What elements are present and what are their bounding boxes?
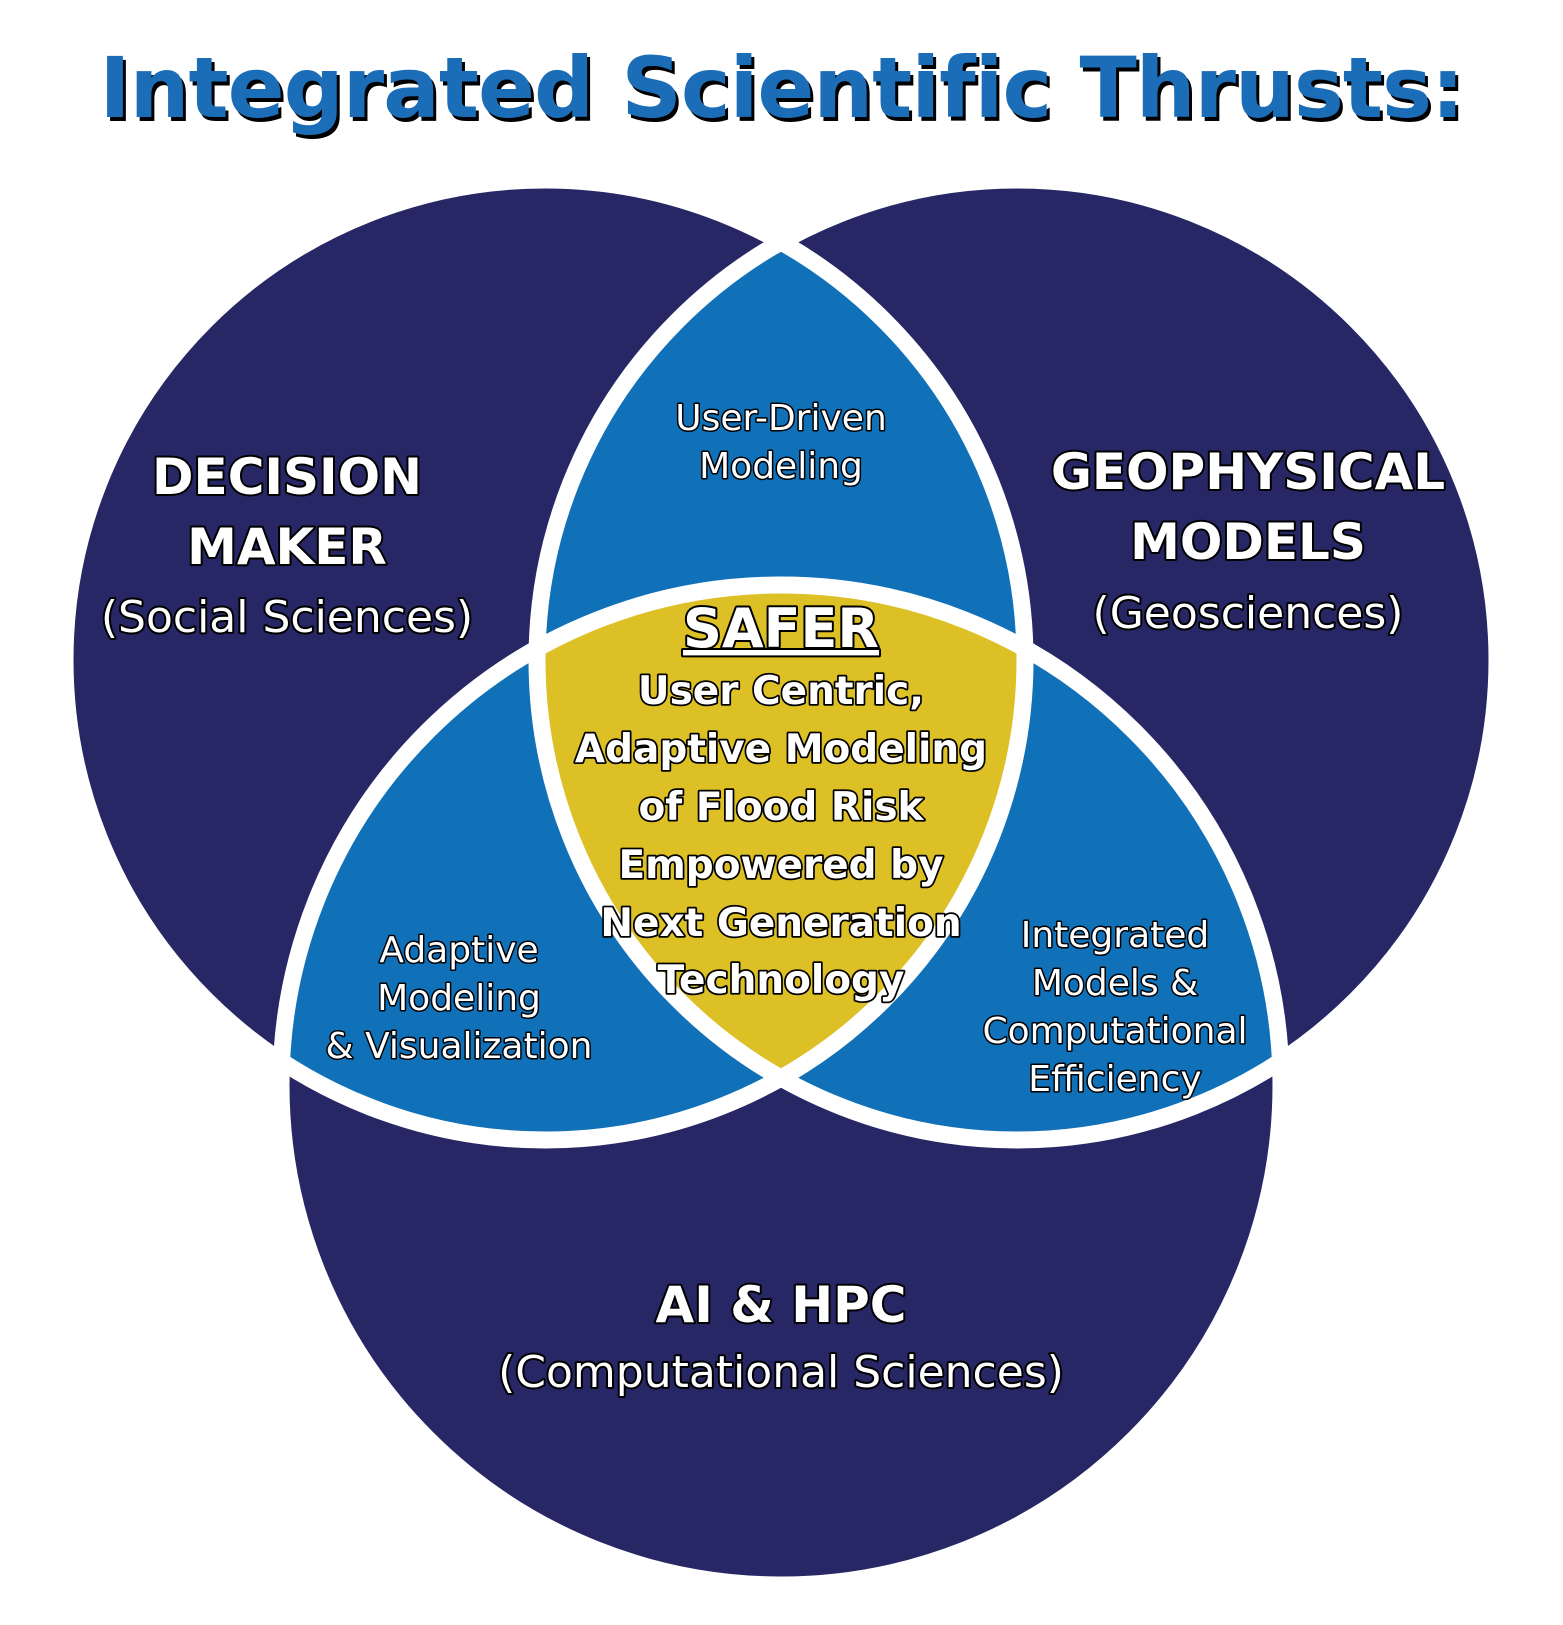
label-center-line1: User Centric,	[638, 669, 924, 714]
outline-ai-hpc	[272, 576, 1290, 1594]
outline-decision-maker	[56, 171, 1034, 1149]
label-integrated-line4: Efficiency	[1028, 1059, 1201, 1100]
label-geophysical-line2: MODELS	[1130, 513, 1366, 571]
label-geophysical-line1: GEOPHYSICAL	[1051, 443, 1445, 501]
diagram-title: Integrated Scientific Thrusts:	[99, 39, 1464, 137]
label-adaptive-line1: Adaptive	[379, 930, 538, 971]
label-center-line3: of Flood Risk	[639, 785, 925, 830]
label-decision-maker-line2: MAKER	[187, 518, 387, 576]
label-integrated-line3: Computational	[982, 1011, 1247, 1052]
label-center-line5: Next Generation	[600, 901, 961, 946]
label-adaptive-line3: & Visualization	[326, 1026, 593, 1067]
label-user-driven-line2: Modeling	[699, 446, 863, 487]
label-center-line6: Technology	[658, 958, 905, 1003]
label-geophysical-discipline: (Geosciences)	[1093, 588, 1404, 639]
label-center-line4: Empowered by	[619, 843, 944, 888]
label-decision-maker-discipline: (Social Sciences)	[101, 592, 473, 643]
label-integrated-line1: Integrated	[1021, 915, 1210, 956]
label-center-line2: Adaptive Modeling	[575, 727, 987, 772]
label-user-driven-line1: User-Driven	[675, 398, 887, 439]
label-ai-hpc-discipline: (Computational Sciences)	[498, 1347, 1064, 1398]
label-safer-heading: SAFER	[683, 597, 879, 660]
label-adaptive-line2: Modeling	[377, 978, 541, 1019]
outline-geophysical-models	[528, 171, 1506, 1149]
label-integrated-line2: Models &	[1032, 963, 1198, 1004]
label-ai-hpc-line1: AI & HPC	[656, 1276, 907, 1334]
label-decision-maker-line1: DECISION	[152, 448, 422, 506]
